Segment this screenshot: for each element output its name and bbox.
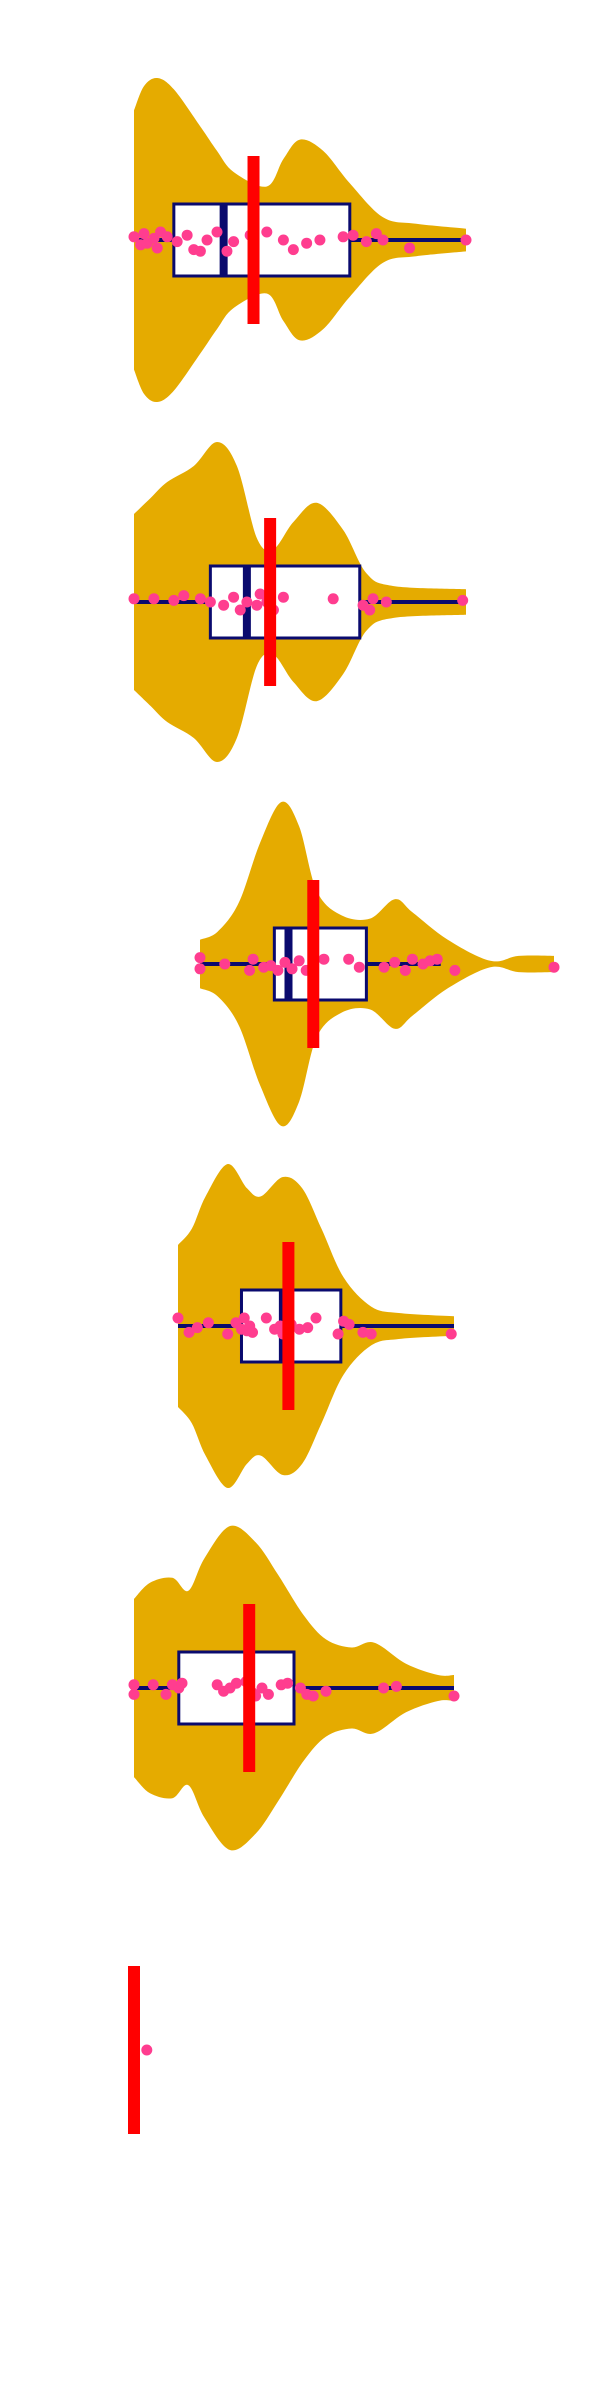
point-2-5 xyxy=(194,593,206,605)
mean-3 xyxy=(307,880,320,1048)
point-2-20 xyxy=(380,596,392,608)
point-4-3 xyxy=(191,1322,203,1334)
point-5-3 xyxy=(147,1679,159,1691)
point-4-19 xyxy=(310,1312,322,1324)
point-3-4 xyxy=(244,964,256,976)
point-3-20 xyxy=(406,953,418,965)
point-4-5 xyxy=(222,1328,234,1340)
point-5-25 xyxy=(448,1690,460,1702)
point-1-15 xyxy=(221,245,233,257)
point-4-24 xyxy=(365,1328,377,1340)
point-4-11 xyxy=(247,1326,259,1338)
point-2-4 xyxy=(178,590,190,602)
point-1-24 xyxy=(347,229,359,241)
point-1-16 xyxy=(228,236,240,248)
point-3-1 xyxy=(194,963,206,975)
point-3-5 xyxy=(247,953,259,965)
point-3-23 xyxy=(431,953,443,965)
point-3-10 xyxy=(286,963,298,975)
mean-6 xyxy=(128,1966,140,2134)
mean-2 xyxy=(264,518,277,686)
point-5-4 xyxy=(160,1688,172,1700)
point-2-2 xyxy=(148,593,160,605)
point-3-11 xyxy=(293,955,305,967)
point-3-24 xyxy=(449,964,461,976)
point-4-22 xyxy=(343,1318,355,1330)
point-1-12 xyxy=(194,245,206,257)
point-3-15 xyxy=(343,953,355,965)
point-2-10 xyxy=(241,596,253,608)
point-5-11 xyxy=(230,1677,242,1689)
point-1-20 xyxy=(287,244,299,256)
point-4-2 xyxy=(183,1326,195,1338)
point-2-3 xyxy=(168,594,180,606)
point-4-25 xyxy=(445,1328,457,1340)
mean-5 xyxy=(243,1604,256,1772)
point-3-14 xyxy=(318,953,330,965)
point-3-8 xyxy=(272,964,284,976)
point-4-20 xyxy=(332,1328,344,1340)
point-1-13 xyxy=(201,234,213,246)
point-1-14 xyxy=(211,226,223,238)
point-1-10 xyxy=(181,229,193,241)
point-1-3 xyxy=(138,228,150,240)
point-6-5 xyxy=(141,2044,153,2056)
point-3-3 xyxy=(219,958,231,970)
point-2-19 xyxy=(367,593,379,605)
point-4-4 xyxy=(202,1317,214,1329)
point-2-15 xyxy=(277,591,289,603)
point-3-17 xyxy=(378,961,390,973)
point-1-1 xyxy=(128,231,140,243)
point-5-23 xyxy=(378,1682,390,1694)
point-5-2 xyxy=(128,1679,140,1691)
point-1-27 xyxy=(377,234,389,246)
point-3-2 xyxy=(194,952,206,964)
point-1-19 xyxy=(277,234,289,246)
point-1-6 xyxy=(151,242,163,254)
point-1-21 xyxy=(301,237,313,249)
point-1-23 xyxy=(337,231,349,243)
point-2-7 xyxy=(218,599,230,611)
point-2-12 xyxy=(254,588,266,600)
mean-1 xyxy=(247,156,260,324)
point-5-18 xyxy=(282,1677,294,1689)
point-1-18 xyxy=(261,226,273,238)
point-1-25 xyxy=(360,236,372,248)
point-2-6 xyxy=(204,596,216,608)
point-1-8 xyxy=(161,231,173,243)
point-1-29 xyxy=(460,234,472,246)
point-4-8 xyxy=(238,1312,250,1324)
point-4-1 xyxy=(172,1312,184,1324)
point-5-21 xyxy=(307,1690,319,1702)
point-1-22 xyxy=(314,234,326,246)
point-2-1 xyxy=(128,593,140,605)
point-2-16 xyxy=(327,593,339,605)
point-3-9 xyxy=(279,956,291,968)
point-1-28 xyxy=(404,242,416,254)
point-4-18 xyxy=(302,1322,314,1334)
point-3-16 xyxy=(353,961,365,973)
point-4-12 xyxy=(260,1312,272,1324)
point-4-17 xyxy=(293,1323,305,1335)
point-2-9 xyxy=(234,604,246,616)
point-3-25 xyxy=(548,961,560,973)
point-1-9 xyxy=(171,236,183,248)
point-2-18 xyxy=(364,604,376,616)
point-5-22 xyxy=(320,1685,332,1697)
point-2-8 xyxy=(228,591,240,603)
point-3-18 xyxy=(389,956,401,968)
point-2-21 xyxy=(457,594,469,606)
mean-4 xyxy=(282,1242,295,1410)
point-5-7 xyxy=(176,1677,188,1689)
point-3-19 xyxy=(399,964,411,976)
point-2-11 xyxy=(251,599,263,611)
point-5-24 xyxy=(390,1680,402,1692)
point-4-23 xyxy=(357,1326,369,1338)
point-5-1 xyxy=(128,1688,140,1700)
point-5-16 xyxy=(262,1688,274,1700)
